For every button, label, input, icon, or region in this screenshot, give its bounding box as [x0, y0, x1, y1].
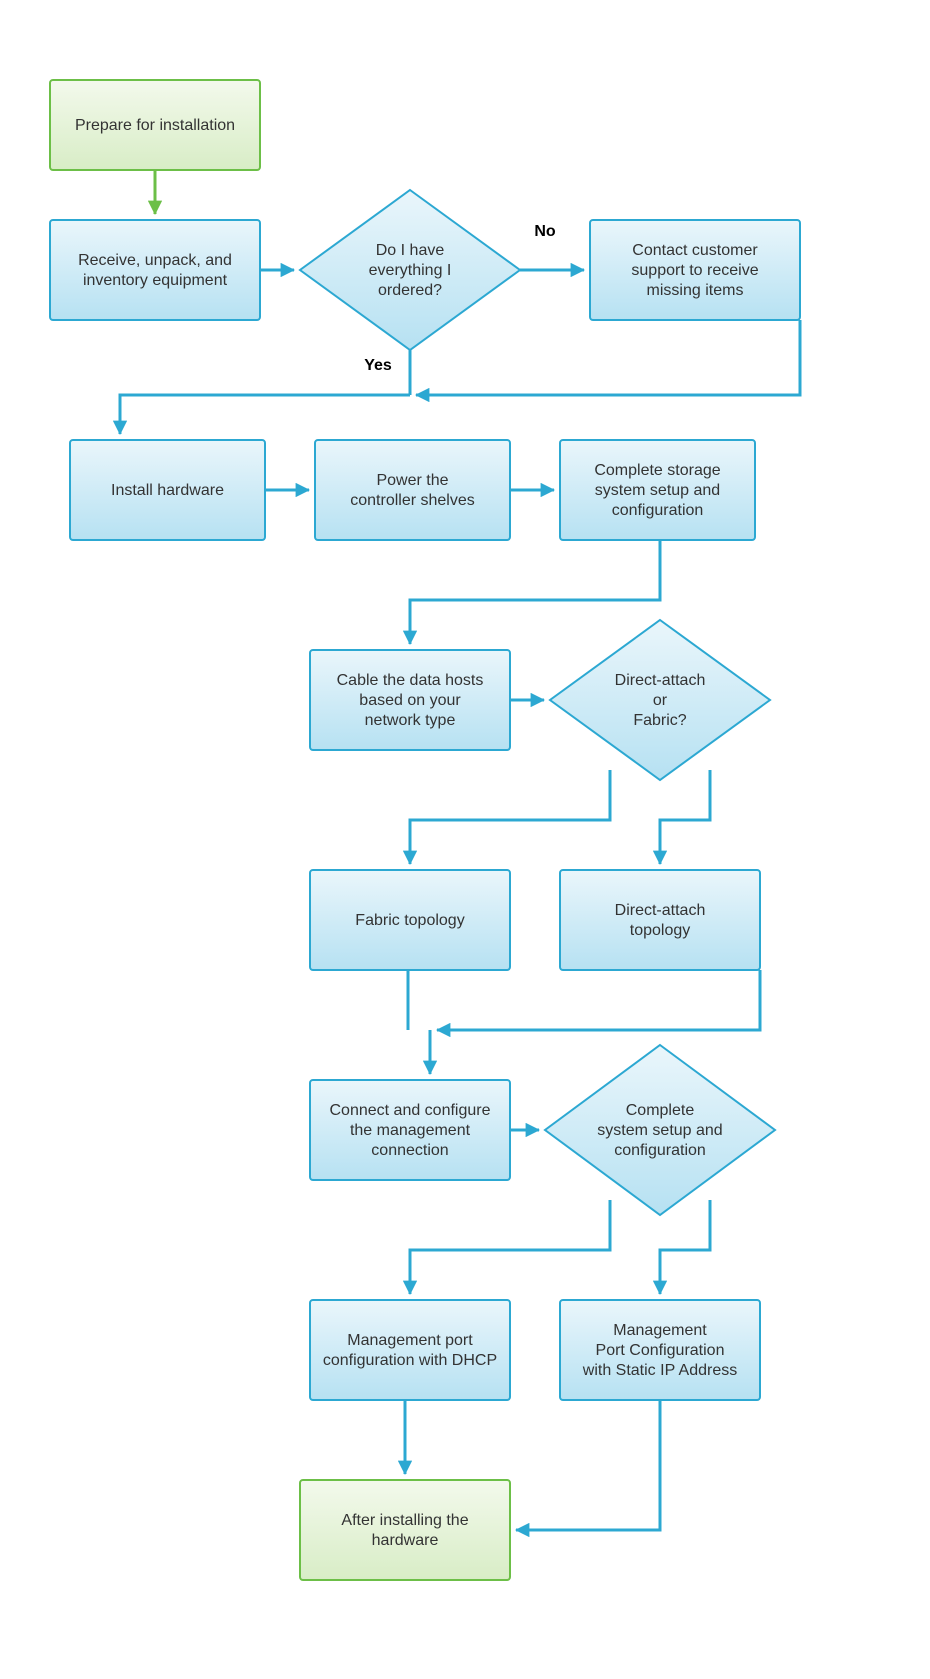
node-text: Cable the data hosts — [337, 672, 484, 689]
e-haveAll-support-label: No — [534, 223, 556, 240]
node-prepare: Prepare for installation — [50, 80, 260, 170]
node-text: support to receive — [631, 262, 758, 279]
node-text: topology — [630, 922, 691, 939]
node-text: Receive, unpack, and — [78, 252, 232, 269]
node-text: Power the — [376, 472, 448, 489]
node-text: Fabric? — [633, 712, 686, 729]
node-static: Management Port Configuration with Static … — [560, 1300, 760, 1400]
process-shape — [315, 440, 510, 540]
node-text: Direct-attach — [615, 672, 706, 689]
node-text: Contact customer — [632, 242, 758, 259]
node-text: controller shelves — [350, 492, 475, 509]
e-support-merge — [416, 320, 800, 395]
process-shape — [560, 870, 760, 970]
node-text: system setup and — [597, 1122, 722, 1139]
e-static-after — [516, 1400, 660, 1530]
terminal-shape — [300, 1480, 510, 1580]
node-fabric: Fabric topology — [310, 870, 510, 970]
e-complete2-static — [660, 1200, 710, 1294]
node-text: network type — [365, 712, 456, 729]
e-merge-install — [120, 395, 410, 434]
node-receive: Receive, unpack, and inventory equipment — [50, 220, 260, 320]
node-text: After installing the — [341, 1512, 468, 1529]
node-cable: Cable the data hosts based on your network… — [310, 650, 510, 750]
node-support: Contact customer support to receive missin… — [590, 220, 800, 320]
e-complete1-cable — [410, 540, 660, 644]
node-text: Do I have — [376, 242, 445, 259]
e-attach-fabric — [410, 770, 610, 864]
node-text: Complete storage — [594, 462, 720, 479]
node-text: or — [653, 692, 668, 709]
node-text: system setup and — [595, 482, 720, 499]
e-haveAll-merge-label: Yes — [364, 357, 392, 374]
process-shape — [310, 1300, 510, 1400]
node-text: ordered? — [378, 282, 442, 299]
node-text: connection — [371, 1142, 448, 1159]
node-text: Management — [613, 1322, 707, 1339]
e-complete2-dhcp — [410, 1200, 610, 1294]
node-text: with Static IP Address — [582, 1362, 737, 1379]
node-complete2: Complete system setup and configuration — [545, 1045, 775, 1215]
node-text: configuration — [614, 1142, 706, 1159]
node-text: Connect and configure — [330, 1102, 491, 1119]
node-install: Install hardware — [70, 440, 265, 540]
node-direct: Direct-attach topology — [560, 870, 760, 970]
nodes-layer: Prepare for installation Receive, unpack,… — [50, 80, 800, 1580]
node-text: missing items — [647, 282, 744, 299]
node-text: Prepare for installation — [75, 117, 235, 134]
node-connect: Connect and configure the management conne… — [310, 1080, 510, 1180]
node-haveAll: Do I have everything I ordered? — [300, 190, 520, 350]
node-text: configuration with DHCP — [323, 1352, 497, 1369]
node-power: Power the controller shelves — [315, 440, 510, 540]
node-text: Fabric topology — [355, 912, 464, 929]
node-text: based on your — [359, 692, 461, 709]
node-text: hardware — [372, 1532, 439, 1549]
node-text: everything I — [369, 262, 452, 279]
node-text: Direct-attach — [615, 902, 706, 919]
flowchart-canvas: No Yes Prepare for installation Receive, un… — [0, 0, 930, 1679]
e-attach-direct — [660, 770, 710, 864]
node-text: Port Configuration — [596, 1342, 725, 1359]
e-direct-merge2 — [437, 970, 760, 1030]
node-text: Management port — [347, 1332, 473, 1349]
node-text: Install hardware — [111, 482, 224, 499]
node-dhcp: Management port configuration with DHCP — [310, 1300, 510, 1400]
node-text: inventory equipment — [83, 272, 228, 289]
process-shape — [50, 220, 260, 320]
node-attach: Direct-attach or Fabric? — [550, 620, 770, 780]
node-text: Complete — [626, 1102, 695, 1119]
node-complete1: Complete storage system setup and configur… — [560, 440, 755, 540]
node-after: After installing the hardware — [300, 1480, 510, 1580]
node-text: configuration — [612, 502, 704, 519]
node-text: the management — [350, 1122, 471, 1139]
